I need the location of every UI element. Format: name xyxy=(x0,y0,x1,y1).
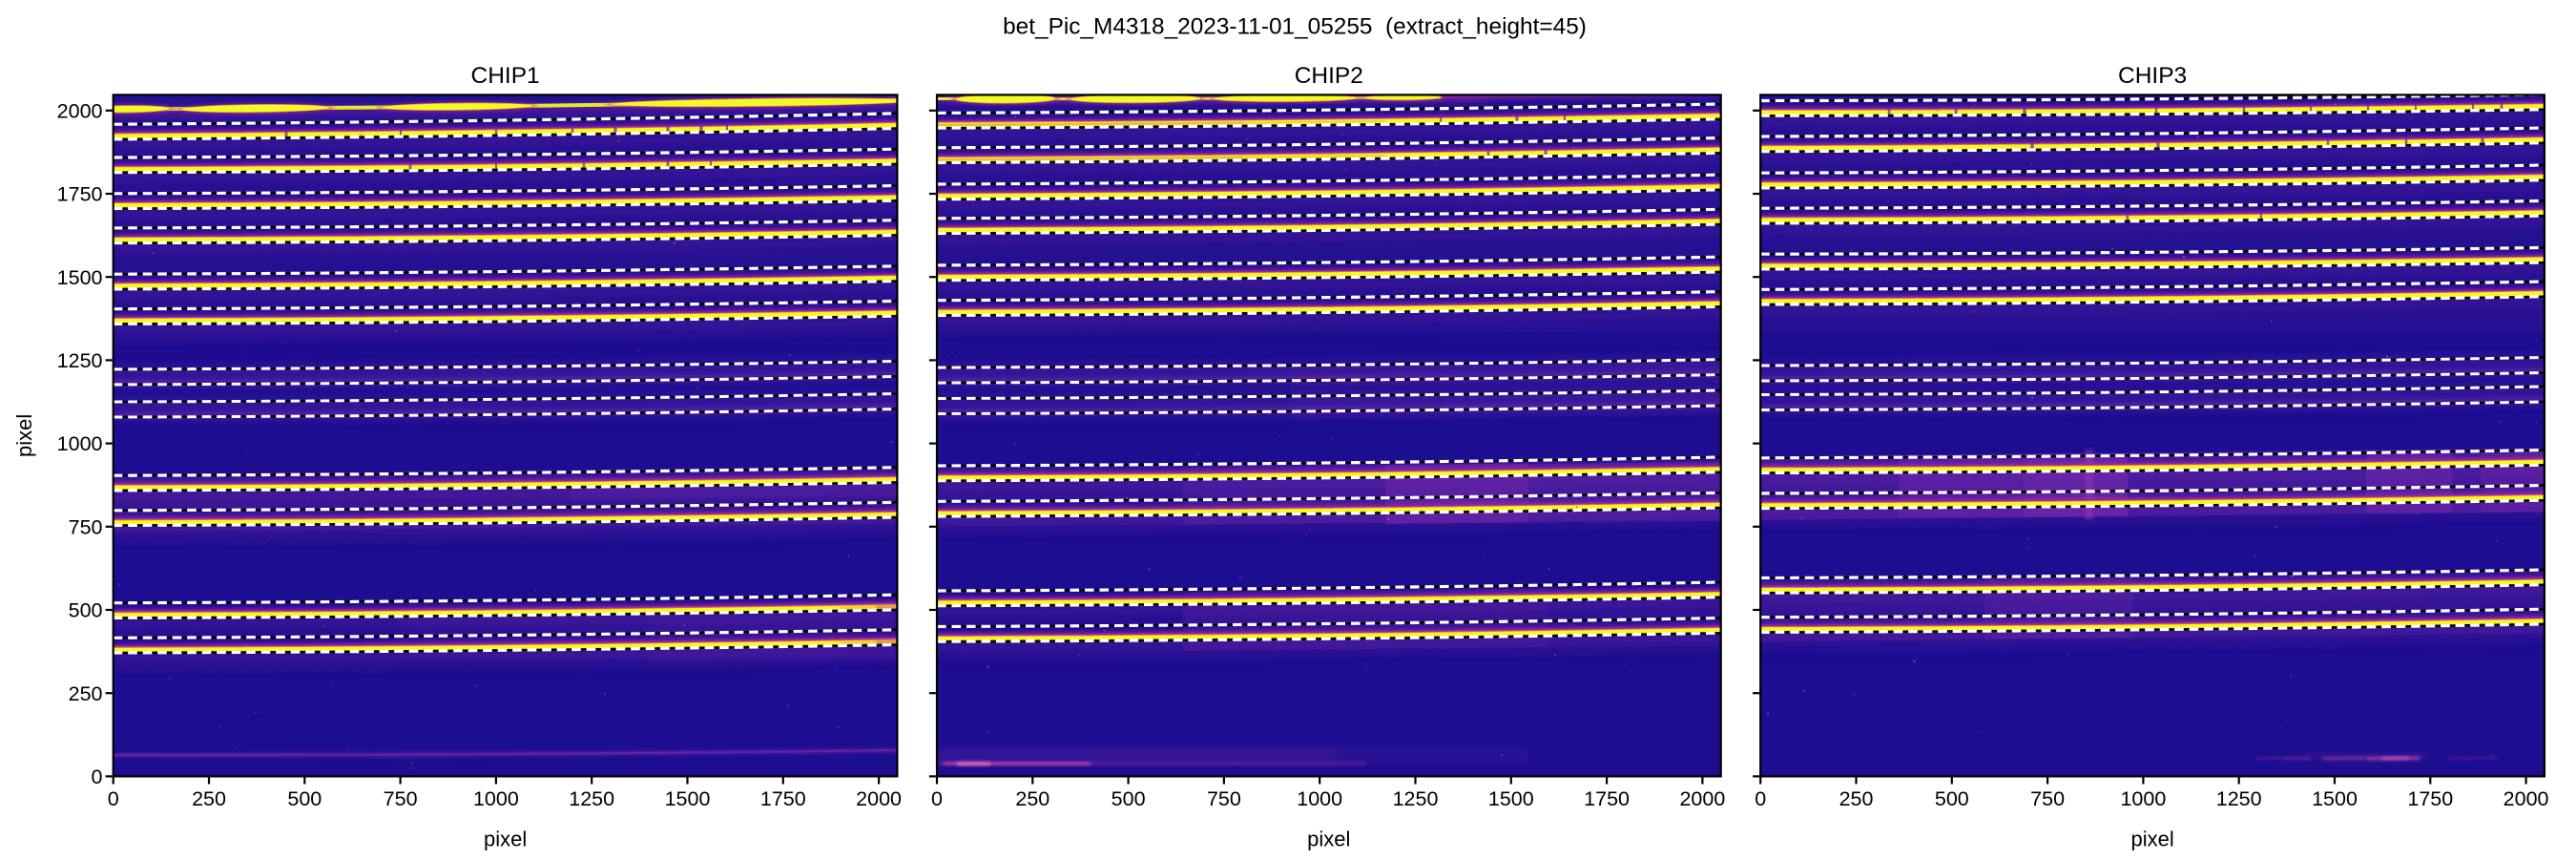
svg-text:750: 750 xyxy=(384,787,418,810)
svg-text:1500: 1500 xyxy=(1488,787,1534,810)
svg-text:250: 250 xyxy=(69,682,103,705)
svg-text:1000: 1000 xyxy=(1297,787,1342,810)
svg-text:750: 750 xyxy=(1207,787,1241,810)
svg-text:0: 0 xyxy=(108,787,119,810)
svg-text:1750: 1750 xyxy=(1584,787,1630,810)
svg-text:1750: 1750 xyxy=(57,183,103,206)
svg-text:1250: 1250 xyxy=(2216,787,2262,810)
svg-text:bet_Pic_M4318_2023-11-01_05255: bet_Pic_M4318_2023-11-01_05255 (extract_… xyxy=(1003,14,1587,40)
svg-text:500: 500 xyxy=(1111,787,1146,810)
svg-text:CHIP2: CHIP2 xyxy=(1295,63,1363,89)
svg-text:750: 750 xyxy=(2030,787,2065,810)
svg-text:CHIP3: CHIP3 xyxy=(2118,63,2187,89)
svg-text:1750: 1750 xyxy=(2407,787,2453,810)
svg-text:0: 0 xyxy=(1755,787,1766,810)
svg-text:2000: 2000 xyxy=(1679,787,1725,810)
svg-text:pixel: pixel xyxy=(1307,828,1350,851)
svg-text:1250: 1250 xyxy=(569,787,614,810)
svg-text:0: 0 xyxy=(92,765,103,788)
svg-text:1500: 1500 xyxy=(2312,787,2358,810)
svg-text:1750: 1750 xyxy=(760,787,806,810)
svg-text:250: 250 xyxy=(192,787,226,810)
svg-text:750: 750 xyxy=(69,515,103,538)
svg-text:1500: 1500 xyxy=(665,787,711,810)
svg-text:250: 250 xyxy=(1015,787,1049,810)
svg-text:1500: 1500 xyxy=(57,266,103,289)
svg-text:2000: 2000 xyxy=(2503,787,2549,810)
svg-text:250: 250 xyxy=(1839,787,1874,810)
svg-text:1000: 1000 xyxy=(2120,787,2166,810)
svg-text:1250: 1250 xyxy=(57,349,103,372)
svg-text:500: 500 xyxy=(1935,787,1969,810)
svg-text:pixel: pixel xyxy=(484,828,527,851)
svg-text:0: 0 xyxy=(931,787,943,810)
svg-text:pixel: pixel xyxy=(12,414,36,457)
svg-text:2000: 2000 xyxy=(57,99,103,122)
svg-text:2000: 2000 xyxy=(856,787,902,810)
svg-text:500: 500 xyxy=(287,787,322,810)
svg-text:1250: 1250 xyxy=(1393,787,1439,810)
svg-text:1000: 1000 xyxy=(57,432,103,455)
svg-text:500: 500 xyxy=(69,599,103,622)
svg-text:pixel: pixel xyxy=(2130,828,2173,851)
svg-text:1000: 1000 xyxy=(473,787,519,810)
svg-text:CHIP1: CHIP1 xyxy=(471,63,540,89)
